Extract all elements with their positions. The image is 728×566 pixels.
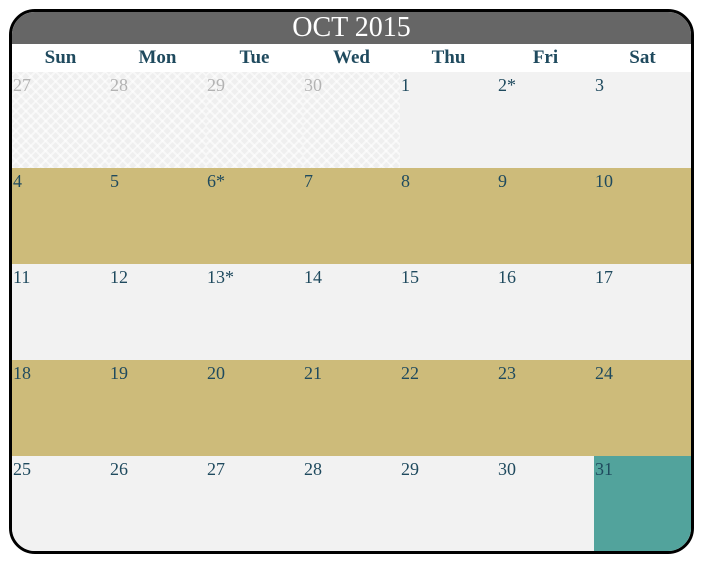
calendar: OCT 2015 Sun Mon Tue Wed Thu Fri Sat 27 28 29 30 1… xyxy=(9,9,694,554)
weekday-header-row: Sun Mon Tue Wed Thu Fri Sat xyxy=(12,44,691,72)
day-number: 30 xyxy=(304,75,322,95)
day-number: 10 xyxy=(595,171,613,191)
day-number: 12 xyxy=(110,267,128,287)
day-cell-other-month[interactable]: 30 xyxy=(303,72,400,168)
day-number: 23 xyxy=(498,363,516,383)
day-cell[interactable]: 25 xyxy=(12,456,109,551)
day-cell[interactable]: 16 xyxy=(497,264,594,360)
day-number: 16 xyxy=(498,267,516,287)
day-cell-other-month[interactable]: 29 xyxy=(206,72,303,168)
day-number: 2* xyxy=(498,75,516,95)
weekday-sat: Sat xyxy=(629,47,656,68)
day-number: 21 xyxy=(304,363,322,383)
day-cell[interactable]: 10 xyxy=(594,168,691,264)
month-title: OCT 2015 xyxy=(12,12,691,44)
weekday-tue: Tue xyxy=(239,47,270,68)
day-cell[interactable]: 4 xyxy=(12,168,109,264)
day-cell[interactable]: 9 xyxy=(497,168,594,264)
day-number: 27 xyxy=(207,459,225,479)
day-cell[interactable]: 7 xyxy=(303,168,400,264)
day-number: 7 xyxy=(304,171,313,191)
day-cell[interactable]: 17 xyxy=(594,264,691,360)
day-cell[interactable]: 28 xyxy=(303,456,400,551)
day-cell[interactable]: 30 xyxy=(497,456,594,551)
day-cell[interactable]: 15 xyxy=(400,264,497,360)
day-grid: 27 28 29 30 1 2* 3 4 5 6* 7 8 9 10 11 12 13* 14 15 16 17 18 19… xyxy=(12,72,691,551)
day-number: 6* xyxy=(207,171,225,191)
day-number: 25 xyxy=(13,459,31,479)
day-number: 26 xyxy=(110,459,128,479)
day-cell[interactable]: 23 xyxy=(497,360,594,456)
day-number: 29 xyxy=(401,459,419,479)
day-cell[interactable]: 19 xyxy=(109,360,206,456)
day-number: 4 xyxy=(13,171,22,191)
day-cell[interactable]: 14 xyxy=(303,264,400,360)
day-cell[interactable]: 6* xyxy=(206,168,303,264)
day-cell[interactable]: 3 xyxy=(594,72,691,168)
day-cell[interactable]: 11 xyxy=(12,264,109,360)
day-number: 14 xyxy=(304,267,322,287)
day-cell[interactable]: 13* xyxy=(206,264,303,360)
day-number: 3 xyxy=(595,75,604,95)
day-number: 1 xyxy=(401,75,410,95)
day-number: 15 xyxy=(401,267,419,287)
day-cell[interactable]: 8 xyxy=(400,168,497,264)
day-number: 28 xyxy=(110,75,128,95)
day-cell[interactable]: 20 xyxy=(206,360,303,456)
weekday-sun: Sun xyxy=(44,47,77,68)
day-number: 11 xyxy=(13,267,31,287)
weekday-fri: Fri xyxy=(532,47,559,68)
day-number: 5 xyxy=(110,171,119,191)
day-cell[interactable]: 22 xyxy=(400,360,497,456)
day-cell[interactable]: 27 xyxy=(206,456,303,551)
day-number: 31 xyxy=(595,459,613,479)
day-cell[interactable]: 24 xyxy=(594,360,691,456)
day-number: 27 xyxy=(13,75,31,95)
day-number: 13* xyxy=(207,267,234,287)
day-number: 28 xyxy=(304,459,322,479)
day-number: 29 xyxy=(207,75,225,95)
day-cell[interactable]: 5 xyxy=(109,168,206,264)
day-cell[interactable]: 18 xyxy=(12,360,109,456)
day-cell[interactable]: 26 xyxy=(109,456,206,551)
day-number: 9 xyxy=(498,171,507,191)
day-number: 22 xyxy=(401,363,419,383)
day-cell[interactable]: 2* xyxy=(497,72,594,168)
day-cell[interactable]: 1 xyxy=(400,72,497,168)
day-number: 19 xyxy=(110,363,128,383)
day-number: 18 xyxy=(13,363,31,383)
weekday-thu: Thu xyxy=(431,47,466,68)
day-cell[interactable]: 29 xyxy=(400,456,497,551)
day-cell-other-month[interactable]: 27 xyxy=(12,72,109,168)
day-number: 17 xyxy=(595,267,613,287)
day-cell[interactable]: 21 xyxy=(303,360,400,456)
day-number: 30 xyxy=(498,459,516,479)
day-number: 8 xyxy=(401,171,410,191)
day-cell-today[interactable]: 31 xyxy=(594,456,691,551)
day-cell-other-month[interactable]: 28 xyxy=(109,72,206,168)
weekday-wed: Wed xyxy=(333,47,370,68)
day-cell[interactable]: 12 xyxy=(109,264,206,360)
day-number: 20 xyxy=(207,363,225,383)
day-number: 24 xyxy=(595,363,613,383)
weekday-mon: Mon xyxy=(138,47,177,68)
